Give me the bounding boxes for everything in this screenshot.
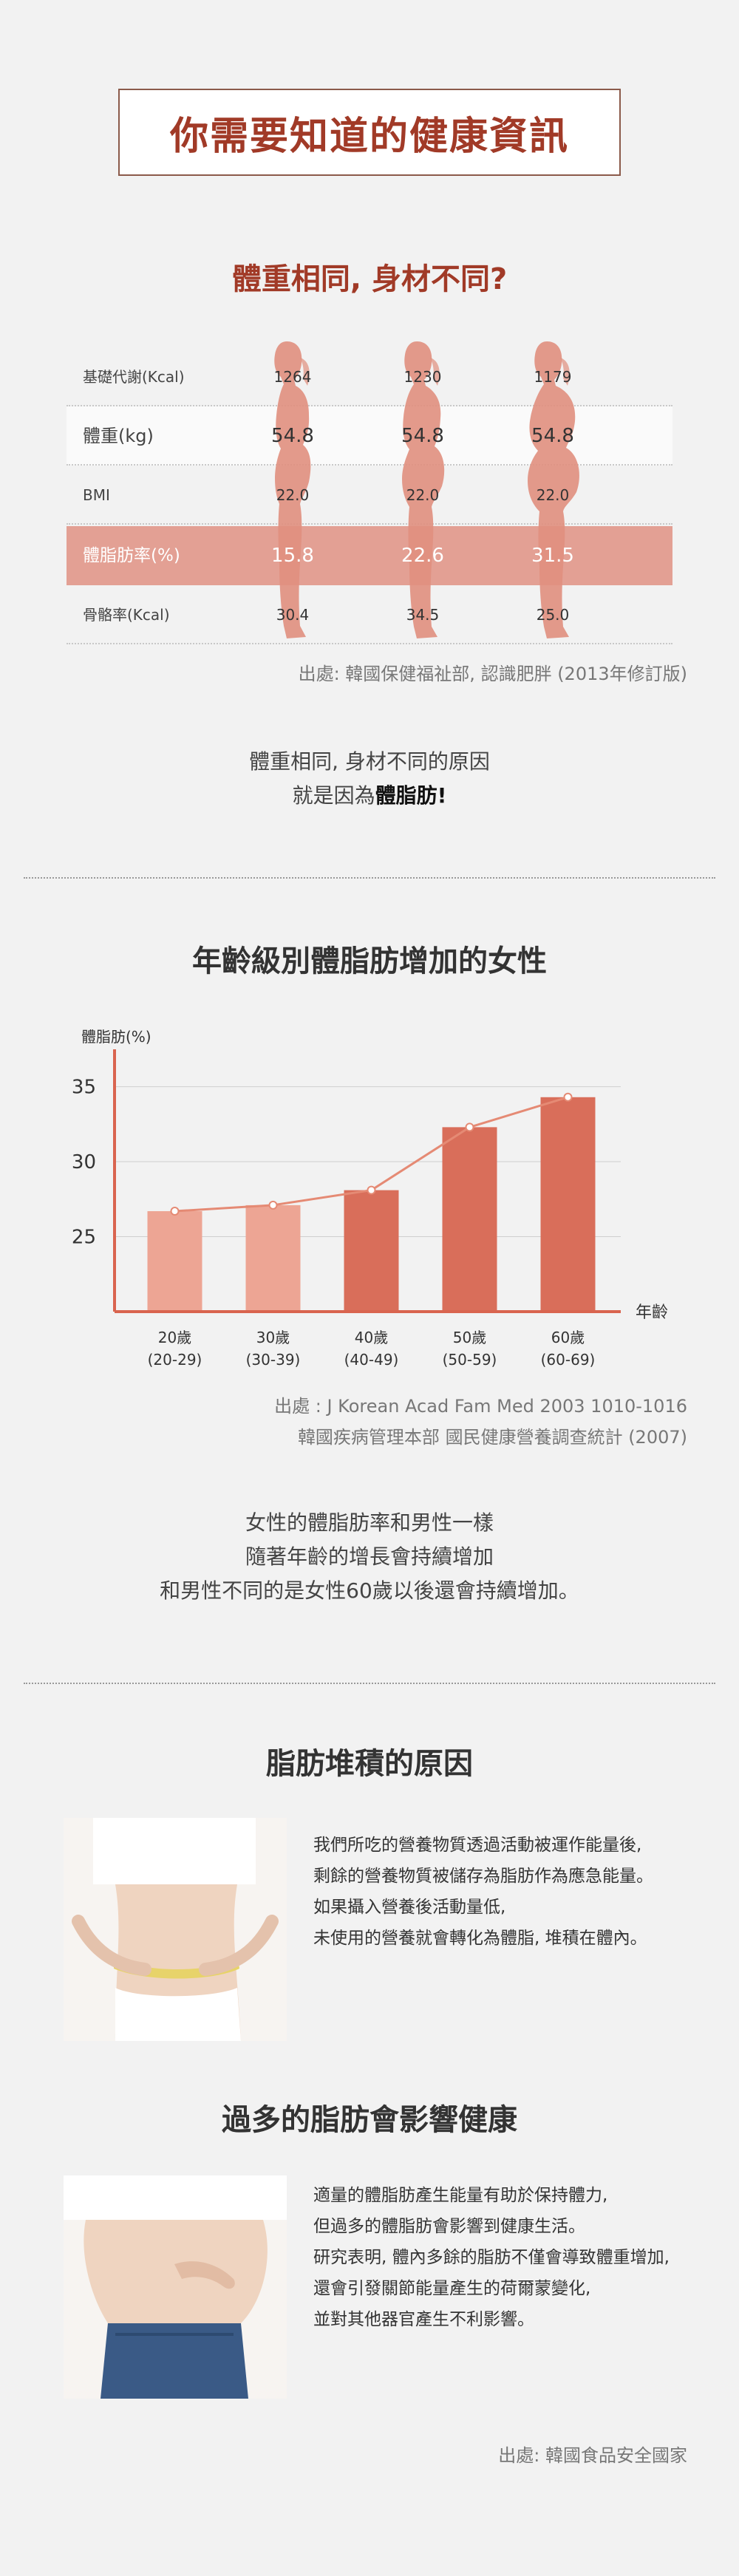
divider [24, 877, 715, 879]
silhouette-figure-heavy [528, 341, 579, 638]
row-body-fat: 體脂肪率(%) [67, 526, 672, 585]
main-title: 你需要知道的健康資訊 [169, 114, 569, 159]
section2-text-line: 隨著年齡的增長會持續增加 [245, 1544, 494, 1569]
x-tick-label: 40歲 [355, 1329, 388, 1346]
body-fat-age-chart: 體脂肪(%) 25 30 35 20歲 (20-29) 30歲 (30-39) 40歲 (40-4… [72, 1028, 668, 1369]
value-cell: 1179 [534, 368, 572, 386]
conclusion-prefix: 就是因為 [292, 783, 375, 808]
x-tick-label: 30歲 [256, 1329, 290, 1346]
x-tick-sublabel: (50-59) [443, 1351, 497, 1369]
value-cell: 25.0 [536, 606, 570, 624]
value-cell: 31.5 [531, 545, 574, 567]
row-label: 體重(kg) [83, 426, 154, 446]
y-tick-label: 25 [72, 1227, 96, 1249]
belly-fat-photo [64, 2175, 287, 2399]
value-cell: 15.8 [271, 545, 314, 567]
section2-text-line: 和男性不同的是女性60歲以後還會持續增加。 [160, 1578, 579, 1603]
trend-point [465, 1122, 474, 1132]
value-cell: 22.0 [536, 486, 570, 504]
section4-line: 還會引發關節能量產生的荷爾蒙變化, [313, 2279, 591, 2298]
value-cell: 1264 [273, 368, 312, 386]
section4-title: 過多的脂肪會影響健康 [222, 2103, 517, 2137]
section3-line: 未使用的營養就會轉化為體脂, 堆積在體內。 [313, 1929, 647, 1948]
trend-point [367, 1185, 376, 1195]
section3-line: 如果攝入營養後活動量低, [313, 1898, 506, 1917]
bar [147, 1211, 202, 1312]
x-tick-label: 20歲 [158, 1329, 191, 1346]
waist-measure-photo [64, 1818, 287, 2041]
row-label: BMI [83, 486, 110, 504]
value-cell: 34.5 [406, 606, 440, 624]
row-label: 基礎代謝(Kcal) [83, 368, 185, 386]
trend-point [268, 1200, 278, 1210]
y-tick-label: 35 [72, 1077, 96, 1099]
section2-text: 女性的體脂肪率和男性一樣 隨著年齡的增長會持續增加 和男性不同的是女性60歲以後… [0, 1506, 739, 1608]
value-cell: 22.0 [406, 486, 440, 504]
section4-line: 研究表明, 體內多餘的脂肪不僅會導致體重增加, [313, 2248, 670, 2267]
value-cell: 30.4 [276, 606, 310, 624]
trend-point [170, 1207, 180, 1216]
bar [344, 1190, 399, 1312]
section1-conclusion: 體重相同, 身材不同的原因 就是因為體脂肪! [0, 745, 739, 813]
section4-line: 並對其他器官產生不利影響。 [313, 2310, 534, 2329]
row-label: 骨骼率(Kcal) [83, 606, 170, 624]
value-cell: 54.8 [271, 425, 314, 447]
main-title-box: 你需要知道的健康資訊 [118, 89, 621, 176]
section1-title: 體重相同, 身材不同? [231, 262, 508, 296]
x-tick-sublabel: (60-69) [541, 1351, 596, 1369]
section3-text: 我們所吃的營養物質透過活動被運作能量後, 剩餘的營養物質被儲存為脂肪作為應急能量… [313, 1830, 727, 1954]
section2-title: 年齡級別體脂肪增加的女性 [192, 944, 547, 978]
row-label: 體脂肪率(%) [83, 546, 180, 565]
section4-line: 但過多的體脂肪會影響到健康生活。 [313, 2217, 585, 2236]
row-skeletal: 骨骼率(Kcal) [67, 585, 672, 644]
x-tick-label: 50歲 [453, 1329, 486, 1346]
section4-text: 適量的體脂肪產生能量有助於保持體力, 但過多的體脂肪會影響到健康生活。 研究表明… [313, 2180, 727, 2335]
conclusion-bold: 體脂肪 [375, 783, 437, 808]
silhouette-figure-slim [274, 341, 311, 638]
row-bmi: BMI [67, 466, 672, 525]
conclusion-suffix: ! [437, 783, 447, 808]
x-tick-sublabel: (40-49) [344, 1351, 399, 1369]
section1-source: 出處: 韓國保健福祉部, 認識肥胖 (2013年修訂版) [298, 664, 687, 684]
y-axis-label: 體脂肪(%) [81, 1028, 151, 1046]
section2-text-line: 女性的體脂肪率和男性一樣 [245, 1510, 494, 1535]
x-tick-label: 60歲 [551, 1329, 585, 1346]
bar [245, 1204, 301, 1312]
x-tick-sublabel: (20-29) [148, 1351, 202, 1369]
value-cell: 22.6 [401, 545, 444, 567]
trend-point [563, 1092, 573, 1102]
value-cell: 54.8 [531, 425, 574, 447]
bar [540, 1097, 596, 1312]
bar [442, 1127, 497, 1312]
row-bmr: 基礎代謝(Kcal) [67, 347, 672, 406]
section4-line: 適量的體脂肪產生能量有助於保持體力, [313, 2186, 608, 2205]
silhouette-figure-medium [402, 341, 445, 638]
value-cell: 1230 [403, 368, 442, 386]
section3-line: 我們所吃的營養物質透過活動被運作能量後, [313, 1836, 642, 1855]
value-cell: 22.0 [276, 486, 310, 504]
section3-line: 剩餘的營養物質被儲存為脂肪作為應急能量。 [313, 1867, 653, 1886]
x-axis-label: 年齡 [636, 1304, 668, 1322]
conclusion-line1: 體重相同, 身材不同的原因 [249, 749, 490, 774]
section2-source-line2: 韓國疾病管理本部 國民健康營養調查統計 (2007) [297, 1427, 687, 1448]
value-cell: 54.8 [401, 425, 444, 447]
conclusion-line2: 就是因為體脂肪! [0, 779, 739, 813]
y-tick-label: 30 [72, 1151, 96, 1173]
x-tick-sublabel: (30-39) [246, 1351, 301, 1369]
section2-source-line1: 出處 : J Korean Acad Fam Med 2003 1010-101… [274, 1396, 687, 1417]
divider [24, 1683, 715, 1684]
section3-title: 脂肪堆積的原因 [266, 1747, 473, 1781]
section4-source: 出處: 韓國食品安全國家 [498, 2445, 687, 2466]
